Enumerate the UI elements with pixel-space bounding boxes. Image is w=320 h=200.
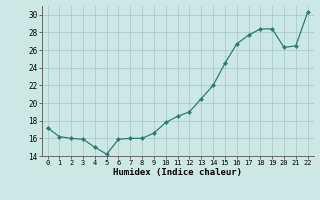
X-axis label: Humidex (Indice chaleur): Humidex (Indice chaleur) — [113, 168, 242, 177]
